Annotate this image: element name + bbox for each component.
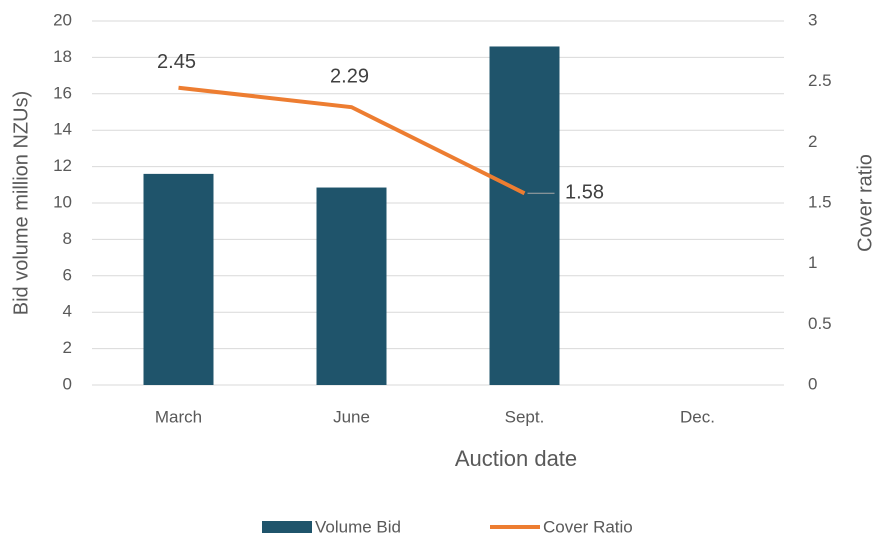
y-tick-label: 6 [63, 265, 72, 284]
y-tick-label: 20 [53, 10, 72, 29]
data-label: 2.29 [330, 65, 369, 87]
bar [316, 187, 387, 385]
data-label: 2.45 [157, 51, 196, 73]
y-tick-label: 14 [53, 120, 72, 139]
data-label: 1.58 [565, 182, 604, 204]
legend-swatch [262, 521, 312, 533]
y-tick-label: 0 [63, 374, 72, 393]
bar [143, 173, 214, 385]
y-tick-label: 10 [53, 192, 72, 211]
x-tick-label: March [155, 407, 202, 426]
x-tick-label: Dec. [680, 407, 715, 426]
y2-tick-label: 1 [808, 253, 817, 272]
bar [489, 46, 560, 385]
y-tick-label: 18 [53, 47, 72, 66]
y-tick-label: 8 [63, 229, 72, 248]
y2-tick-label: 0.5 [808, 314, 832, 333]
y-axis-title: Bid volume million NZUs) [10, 91, 32, 316]
y-tick-label: 2 [63, 338, 72, 357]
y2-tick-label: 1.5 [808, 192, 832, 211]
y2-tick-label: 2 [808, 132, 817, 151]
y-tick-label: 4 [63, 302, 72, 321]
y-tick-label: 12 [53, 156, 72, 175]
x-tick-label: Sept. [505, 407, 545, 426]
y2-tick-label: 3 [808, 10, 817, 29]
legend-label: Cover Ratio [543, 517, 633, 536]
x-tick-label: June [333, 407, 370, 426]
y2-tick-label: 2.5 [808, 71, 832, 90]
y2-tick-label: 0 [808, 374, 817, 393]
y2-axis-title: Cover ratio [854, 154, 875, 252]
line [178, 85, 526, 196]
y-tick-label: 16 [53, 83, 72, 102]
legend-label: Volume Bid [315, 517, 401, 536]
x-axis-title: Auction date [455, 446, 577, 471]
